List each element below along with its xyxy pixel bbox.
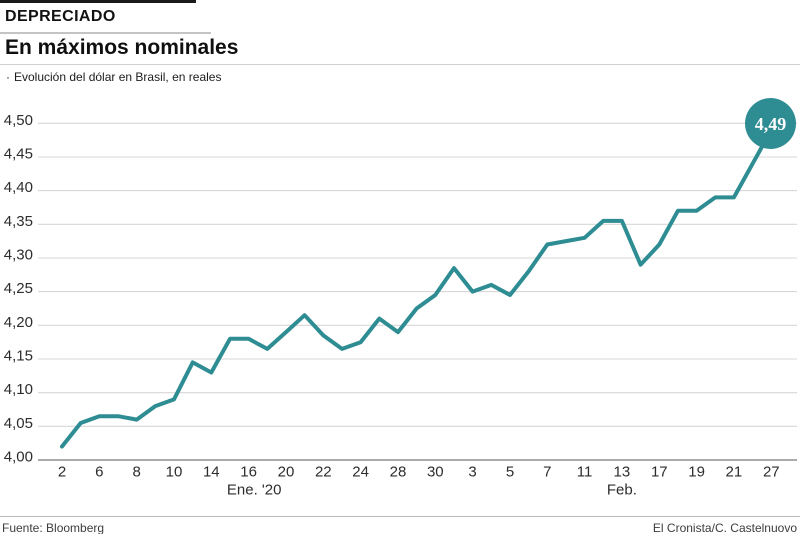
source-credit: Fuente: Bloomberg (2, 521, 105, 534)
y-axis-tick-label: 4,20 (4, 314, 33, 331)
x-axis-tick-label: 10 (166, 464, 183, 481)
subtitle-bullet: · (6, 70, 10, 84)
kicker-rule-top (0, 0, 196, 3)
y-axis-tick-label: 4,00 (4, 449, 33, 466)
kicker: DEPRECIADO (5, 8, 116, 25)
page-title: En máximos nominales (5, 36, 239, 59)
y-axis-tick-label: 4,30 (4, 247, 33, 264)
y-axis-tick-label: 4,50 (4, 112, 33, 129)
x-axis-tick-label: 20 (278, 464, 295, 481)
x-axis-month-label: Ene. '20 (227, 482, 282, 499)
header-divider (0, 64, 800, 65)
y-axis-tick-label: 4,15 (4, 348, 33, 365)
x-axis-tick-label: 21 (726, 464, 743, 481)
y-axis-tick-label: 4,35 (4, 213, 33, 230)
x-axis-tick-label: 3 (468, 464, 476, 481)
chart-subtitle: · Evolución del dólar en Brasil, en reale… (6, 70, 221, 84)
footer-divider (0, 516, 800, 517)
x-axis-tick-label: 17 (651, 464, 668, 481)
x-axis-tick-label: 28 (390, 464, 407, 481)
x-axis-tick-label: 19 (688, 464, 705, 481)
y-axis-tick-label: 4,05 (4, 415, 33, 432)
x-axis-tick-label: 22 (315, 464, 332, 481)
y-axis-tick-label: 4,25 (4, 280, 33, 297)
data-line (60, 128, 774, 449)
end-value-badge (745, 98, 796, 149)
y-axis-tick-label: 4,45 (4, 146, 33, 163)
x-axis-tick-label: 7 (543, 464, 551, 481)
x-axis-tick-label: 24 (352, 464, 369, 481)
x-axis-tick-label: 11 (577, 464, 593, 481)
x-axis-tick-label: 30 (427, 464, 444, 481)
kicker-rule-bottom (0, 32, 211, 34)
x-axis-tick-label: 6 (95, 464, 103, 481)
y-axis-tick-label: 4,10 (4, 381, 33, 398)
x-axis-tick-label: 8 (133, 464, 141, 481)
x-axis-tick-label: 27 (763, 464, 780, 481)
end-value-label: 4,49 (755, 114, 787, 134)
x-axis-tick-label: 14 (203, 464, 220, 481)
x-axis-tick-label: 13 (614, 464, 631, 481)
x-axis-month-label: Feb. (607, 482, 637, 499)
author-credit: El Cronista/C. Castelnuovo (652, 521, 797, 534)
y-axis-tick-label: 4,40 (4, 179, 33, 196)
x-axis-tick-label: 16 (240, 464, 257, 481)
subtitle-text: Evolución del dólar en Brasil, en reales (14, 70, 222, 84)
x-axis-tick-label: 2 (58, 464, 66, 481)
x-axis-tick-label: 5 (506, 464, 514, 481)
